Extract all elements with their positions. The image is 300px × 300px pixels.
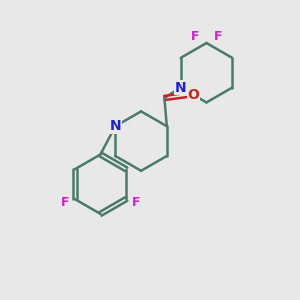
Text: F: F (191, 30, 200, 43)
Text: F: F (214, 30, 222, 43)
Text: F: F (131, 196, 140, 208)
Text: F: F (61, 196, 70, 208)
Text: N: N (175, 81, 187, 94)
Text: O: O (187, 88, 199, 102)
Text: N: N (110, 119, 121, 133)
